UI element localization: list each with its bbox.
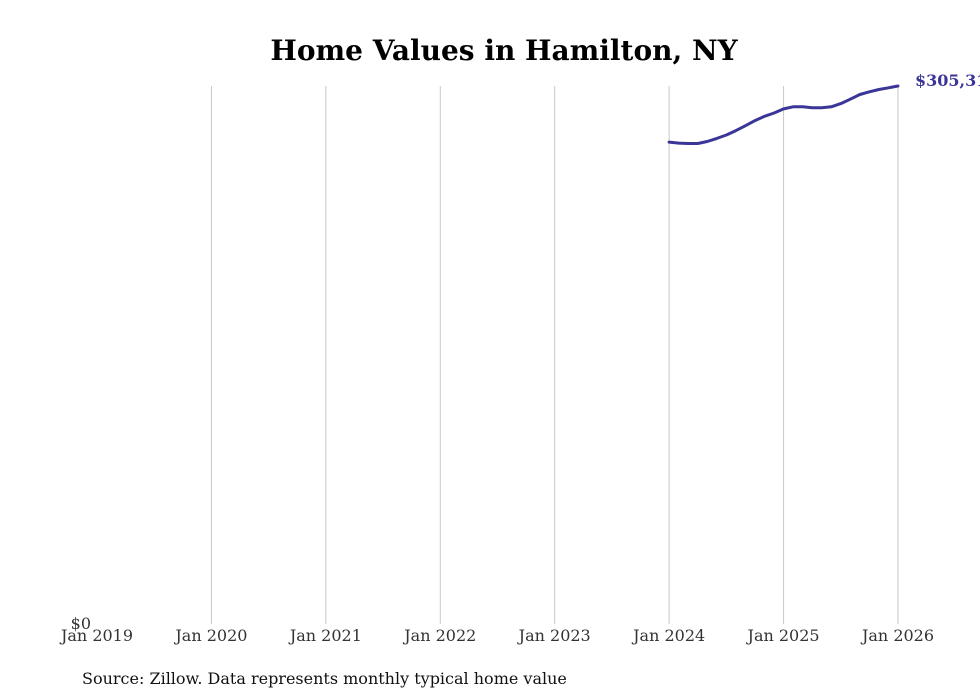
series-line bbox=[667, 84, 900, 145]
x-tick-label: Jan 2025 bbox=[746, 626, 820, 645]
x-axis-ticks: Jan 2019 Jan 2020 Jan 2021 Jan 2022 Jan 2023… bbox=[59, 626, 934, 645]
chart-title: Home Values in Hamilton, NY bbox=[270, 34, 738, 67]
source-note: Source: Zillow. Data represents monthly … bbox=[82, 669, 567, 688]
x-tick-label: Jan 2026 bbox=[860, 626, 934, 645]
y-tick-zero: $0 bbox=[71, 614, 91, 633]
gridlines bbox=[210, 86, 899, 624]
x-tick-label: Jan 2023 bbox=[517, 626, 591, 645]
x-tick-label: Jan 2020 bbox=[173, 626, 247, 645]
x-tick-label: Jan 2024 bbox=[631, 626, 705, 645]
x-tick-label: Jan 2019 bbox=[59, 626, 133, 645]
x-tick-label: Jan 2021 bbox=[288, 626, 362, 645]
x-tick-label: Jan 2022 bbox=[402, 626, 476, 645]
end-value-label: $305,310 bbox=[915, 71, 980, 90]
